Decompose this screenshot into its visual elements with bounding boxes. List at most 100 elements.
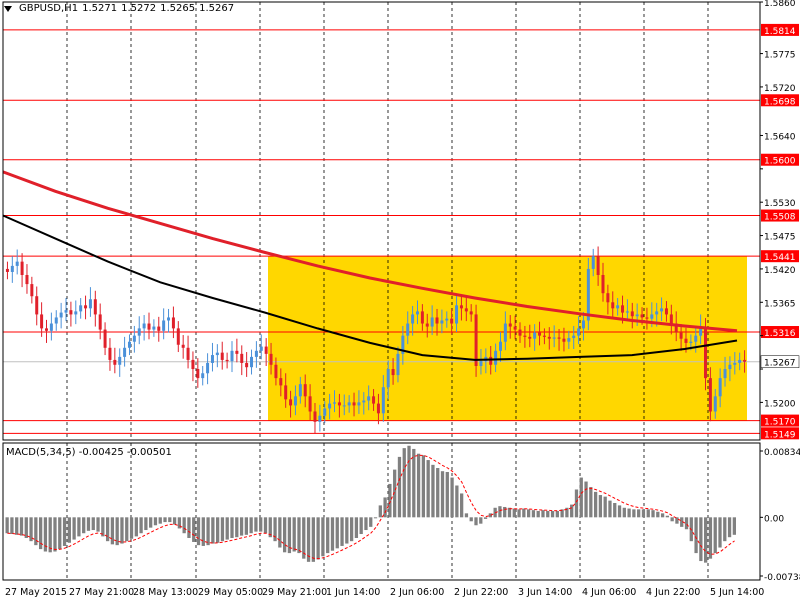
candle-body <box>347 402 351 406</box>
macd-histogram-bar <box>507 507 512 518</box>
candle-body <box>455 305 459 324</box>
macd-histogram-bar <box>5 517 9 534</box>
candle-body <box>210 355 214 363</box>
macd-histogram-bar <box>589 487 593 518</box>
candle-body <box>694 335 698 342</box>
candle-body <box>284 385 288 400</box>
x-tick-label: 27 May 21:00 <box>69 587 134 598</box>
macd-histogram-bar <box>613 503 617 518</box>
macd-histogram-bar <box>306 517 311 562</box>
highlight-zone <box>268 256 747 421</box>
candle-body <box>538 332 542 336</box>
candle-body <box>245 362 249 368</box>
macd-histogram-bar <box>225 517 229 540</box>
candle-body <box>513 326 517 330</box>
candle-body <box>372 396 376 404</box>
candle-body <box>186 347 190 360</box>
candle-body <box>479 361 483 366</box>
macd-histogram-bar <box>680 517 684 527</box>
macd-histogram-bar <box>120 517 124 544</box>
macd-histogram-bar <box>684 517 689 530</box>
candle-body <box>25 274 29 285</box>
macd-histogram-bar <box>316 517 320 560</box>
macd-histogram-bar <box>402 448 406 518</box>
macd-indicator-pane[interactable] <box>5 443 737 580</box>
macd-label: MACD(5,34,5) -0.00425 -0.00501 <box>6 447 172 458</box>
macd-histogram-bar <box>369 517 373 527</box>
macd-histogram-bar <box>53 517 57 552</box>
macd-histogram-bar <box>388 483 392 518</box>
dropdown-arrow-icon[interactable] <box>4 5 12 12</box>
candle-body <box>704 326 708 379</box>
macd-histogram-bar <box>503 506 507 518</box>
macd-histogram-bar <box>77 517 81 537</box>
macd-histogram-bar <box>455 485 459 518</box>
macd-histogram-bar <box>268 517 272 538</box>
macd-histogram-bar <box>182 517 186 534</box>
macd-histogram-bar <box>694 517 698 554</box>
candle-body <box>337 402 341 406</box>
candle-body <box>230 350 234 362</box>
macd-histogram-bar <box>125 517 129 542</box>
candle-body <box>425 323 429 327</box>
candle-body <box>352 402 356 406</box>
candle-body <box>660 308 664 312</box>
level-label: 1.5698 <box>764 97 796 107</box>
candle-body <box>342 405 346 407</box>
level-label: 1.5508 <box>764 213 796 223</box>
macd-histogram-bar <box>144 517 148 531</box>
candle-body <box>738 359 742 363</box>
chart-header: GBPUSD,H1 1.5271 1.5272 1.5265 1.5267 <box>4 3 234 14</box>
macd-histogram-bar <box>584 481 588 518</box>
candle-body <box>655 311 659 315</box>
macd-histogram-bar <box>187 517 191 538</box>
candle-body <box>176 328 180 345</box>
macd-histogram-bar <box>593 491 598 518</box>
macd-histogram-bar <box>431 464 435 518</box>
macd-histogram-bar <box>273 517 277 542</box>
candle-body <box>684 338 688 343</box>
candle-body <box>293 396 297 406</box>
candle-body <box>518 329 522 336</box>
macd-histogram-bar <box>713 517 717 554</box>
macd-histogram-bar <box>149 517 153 528</box>
macd-histogram-bar <box>134 517 138 537</box>
macd-histogram-bar <box>656 511 660 518</box>
macd-histogram-bar <box>727 517 732 538</box>
candle-body <box>196 369 200 379</box>
macd-histogram-bar <box>632 509 636 518</box>
macd-histogram-bar <box>708 517 713 559</box>
macd-histogram-bar <box>216 517 220 543</box>
candle-body <box>103 329 107 348</box>
macd-histogram-bar <box>670 517 674 522</box>
candle-body <box>498 341 502 351</box>
macd-histogram-bar <box>637 509 641 518</box>
macd-y-tick-label: 0.00 <box>764 514 784 524</box>
candle-body <box>30 284 34 297</box>
main-price-pane[interactable] <box>2 2 760 440</box>
y-tick-label: 1.5365 <box>764 299 796 309</box>
candle-body <box>406 323 410 336</box>
macd-histogram-bar <box>665 515 670 518</box>
candle-body <box>708 378 712 412</box>
candle-body <box>98 314 102 330</box>
candle-body <box>40 314 44 329</box>
macd-histogram-bar <box>570 504 574 518</box>
macd-histogram-bar <box>254 517 258 532</box>
candle-body <box>79 305 83 312</box>
macd-histogram-bar <box>617 505 622 518</box>
candle-body <box>381 387 385 414</box>
candle-body <box>367 396 371 401</box>
macd-histogram-bar <box>34 517 38 546</box>
candle-body <box>635 314 639 317</box>
y-tick-label: 1.5200 <box>764 399 796 409</box>
candle-body <box>215 352 219 356</box>
macd-histogram-bar <box>115 517 119 546</box>
level-label-box <box>761 414 799 427</box>
macd-histogram-bar <box>297 517 301 554</box>
candle-body <box>5 268 9 272</box>
candle-body <box>440 320 444 324</box>
macd-histogram-bar <box>479 517 483 524</box>
